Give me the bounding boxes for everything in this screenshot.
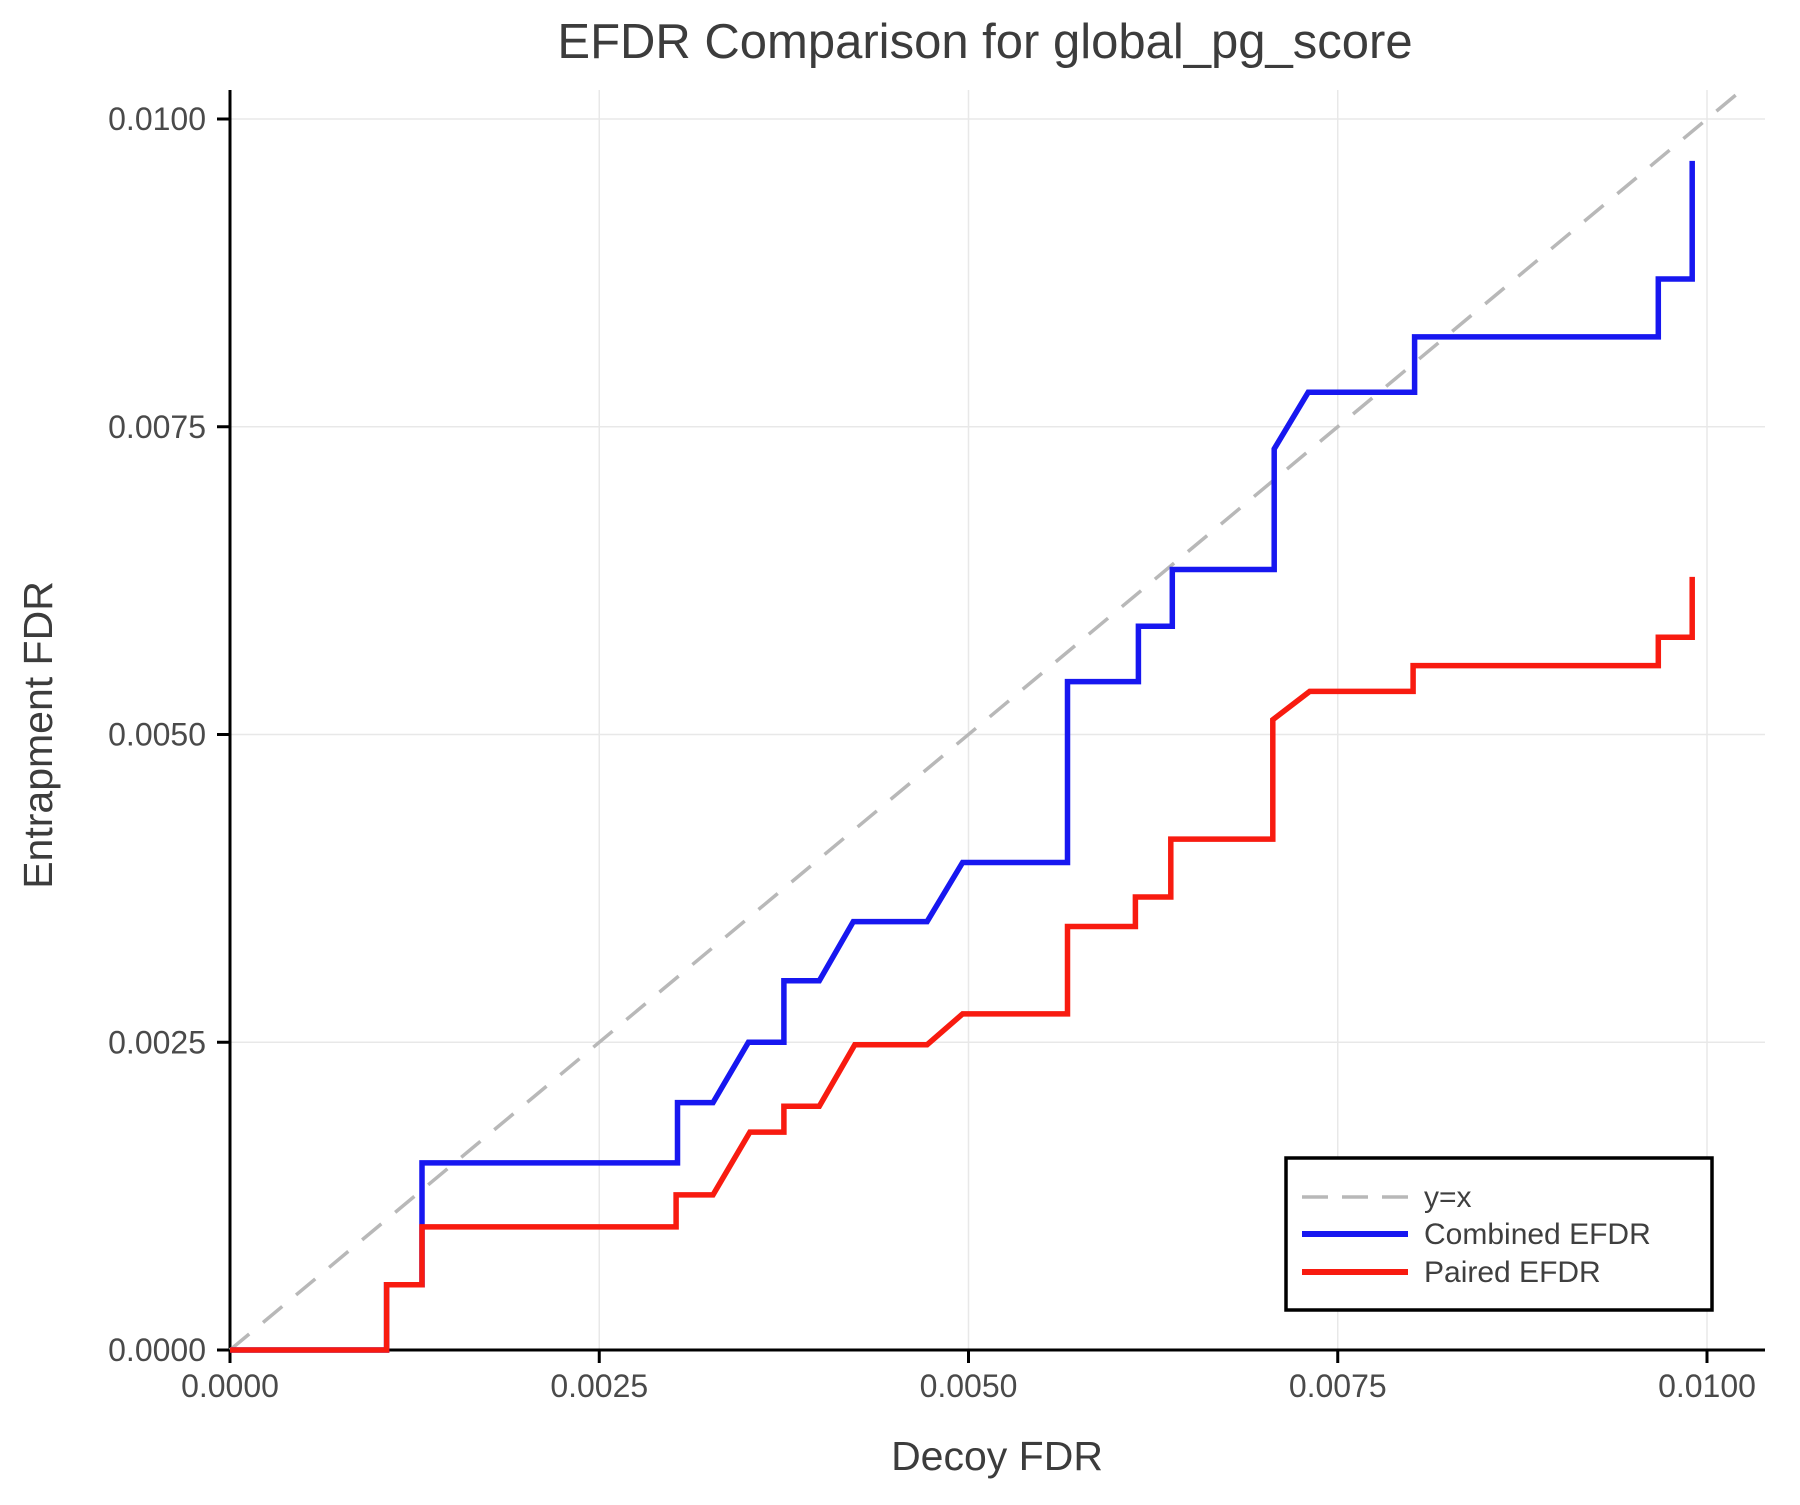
y-tick-label: 0.0075 [108,409,206,445]
series-layer [228,88,1744,1353]
y-tick-label: 0.0100 [108,101,206,137]
gridlines [230,90,1765,1350]
series-paired-efdr [230,576,1695,1353]
axis-ticks [217,117,1709,1363]
y-tick-label: 0.0050 [108,717,206,753]
legend-entry-label: Paired EFDR [1424,1256,1601,1289]
x-tick-label: 0.0025 [550,1368,648,1404]
legend-entry-label: y=x [1424,1181,1472,1214]
chart-title: EFDR Comparison for global_pg_score [557,15,1412,69]
series-combined-efdr [230,160,1695,1353]
x-tick-label: 0.0100 [1658,1368,1756,1404]
x-tick-label: 0.0000 [181,1368,279,1404]
x-axis-label: Decoy FDR [891,1433,1103,1479]
axis-tick-labels: 0.0000 0.0025 0.0050 0.0075 0.0100 0.0000 0.00… [108,101,1756,1404]
legend-entry-label: Combined EFDR [1424,1218,1651,1251]
plot-area [230,90,1765,1350]
y-tick-label: 0.0025 [108,1024,206,1060]
y-axis-label: Entrapment FDR [15,581,61,889]
y-tick-label: 0.0000 [108,1332,206,1368]
series-y-x [228,88,1744,1352]
x-tick-label: 0.0050 [920,1368,1018,1404]
legend: y=x Combined EFDR Paired EFDR [1284,1156,1714,1312]
x-tick-label: 0.0075 [1289,1368,1387,1404]
